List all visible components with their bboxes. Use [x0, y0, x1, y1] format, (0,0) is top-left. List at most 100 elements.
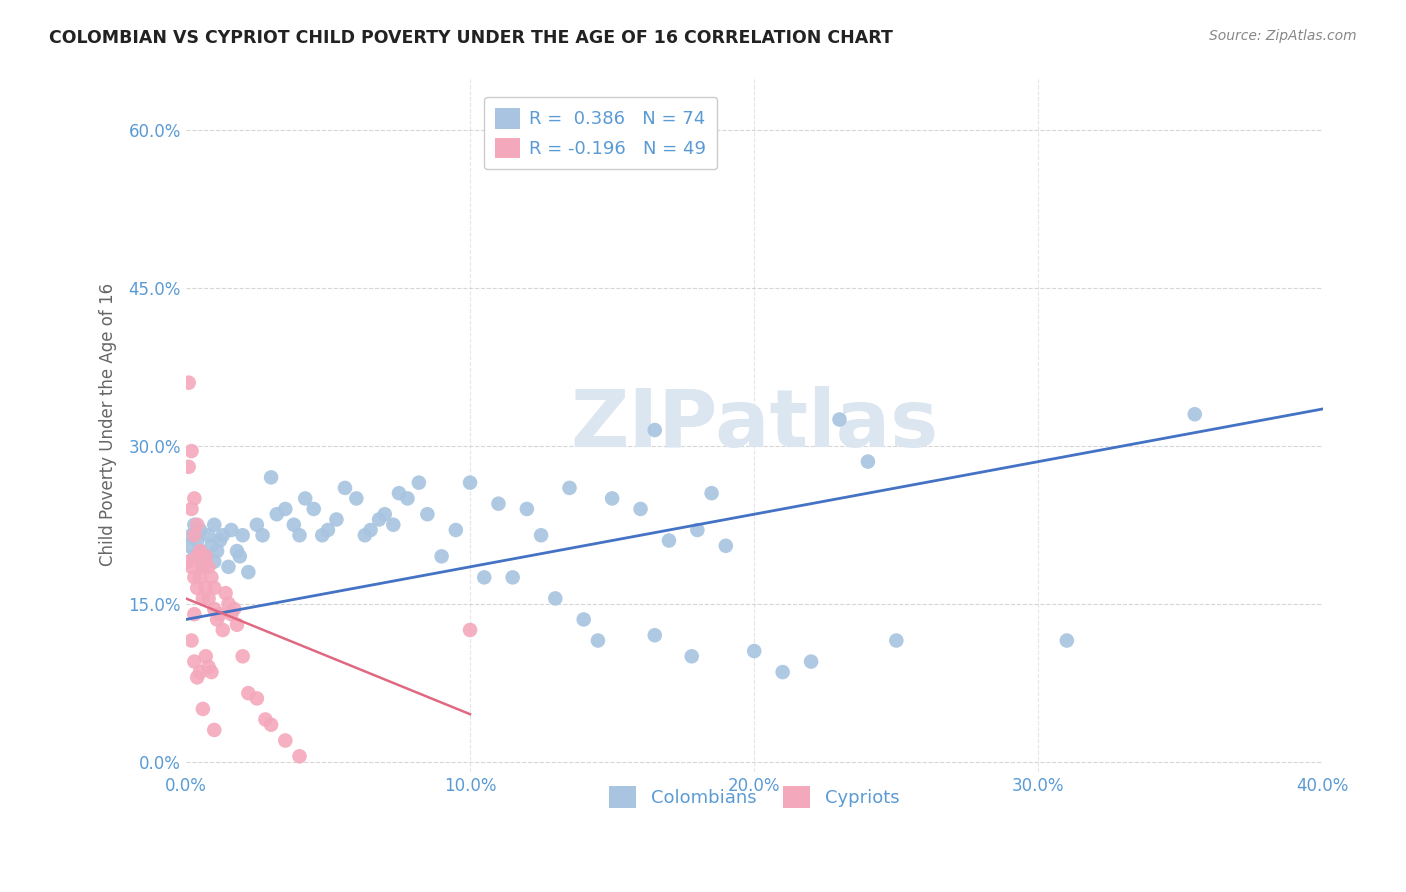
Point — [502, 570, 524, 584]
Point — [194, 549, 217, 564]
Point — [226, 617, 249, 632]
Point — [183, 491, 205, 506]
Point — [183, 517, 205, 532]
Point — [226, 544, 249, 558]
Point — [186, 670, 208, 684]
Point — [260, 470, 283, 484]
Point — [183, 528, 205, 542]
Point — [183, 607, 205, 622]
Point — [288, 528, 311, 542]
Point — [458, 475, 481, 490]
Point — [444, 523, 467, 537]
Point — [828, 412, 851, 426]
Point — [396, 491, 419, 506]
Point — [177, 555, 200, 569]
Point — [202, 555, 225, 569]
Point — [544, 591, 567, 606]
Point — [232, 528, 254, 542]
Point — [205, 612, 228, 626]
Point — [714, 539, 737, 553]
Point — [886, 633, 908, 648]
Point — [516, 502, 538, 516]
Point — [294, 491, 316, 506]
Point — [194, 581, 217, 595]
Point — [572, 612, 595, 626]
Point — [224, 602, 246, 616]
Point — [630, 502, 652, 516]
Point — [408, 475, 430, 490]
Point — [388, 486, 411, 500]
Point — [200, 570, 222, 584]
Point — [430, 549, 453, 564]
Point — [232, 649, 254, 664]
Text: Source: ZipAtlas.com: Source: ZipAtlas.com — [1209, 29, 1357, 43]
Point — [183, 655, 205, 669]
Point — [283, 517, 305, 532]
Point — [211, 623, 233, 637]
Point — [586, 633, 609, 648]
Point — [1184, 407, 1206, 421]
Point — [180, 502, 202, 516]
Point — [311, 528, 333, 542]
Point — [191, 559, 214, 574]
Point — [246, 691, 269, 706]
Point — [772, 665, 794, 679]
Point — [221, 607, 243, 622]
Point — [558, 481, 581, 495]
Point — [202, 517, 225, 532]
Y-axis label: Child Poverty Under the Age of 16: Child Poverty Under the Age of 16 — [100, 283, 117, 566]
Point — [260, 717, 283, 731]
Point — [188, 665, 211, 679]
Point — [177, 376, 200, 390]
Point — [302, 502, 325, 516]
Point — [658, 533, 681, 548]
Point — [197, 591, 219, 606]
Point — [186, 517, 208, 532]
Text: ZIPatlas: ZIPatlas — [569, 385, 938, 464]
Point — [188, 570, 211, 584]
Point — [191, 591, 214, 606]
Point — [288, 749, 311, 764]
Point — [344, 491, 367, 506]
Point — [186, 533, 208, 548]
Point — [194, 649, 217, 664]
Point — [188, 544, 211, 558]
Point — [246, 517, 269, 532]
Point — [600, 491, 623, 506]
Point — [183, 549, 205, 564]
Point — [274, 502, 297, 516]
Point — [205, 544, 228, 558]
Point — [177, 459, 200, 474]
Point — [700, 486, 723, 500]
Point — [191, 702, 214, 716]
Point — [681, 649, 703, 664]
Point — [188, 523, 211, 537]
Point — [197, 528, 219, 542]
Point — [191, 559, 214, 574]
Point — [354, 528, 377, 542]
Point — [686, 523, 709, 537]
Point — [530, 528, 553, 542]
Point — [360, 523, 382, 537]
Point — [374, 507, 396, 521]
Point — [488, 497, 510, 511]
Point — [382, 517, 405, 532]
Point — [183, 570, 205, 584]
Point — [238, 565, 260, 579]
Point — [200, 539, 222, 553]
Point — [208, 607, 231, 622]
Point — [458, 623, 481, 637]
Point — [180, 633, 202, 648]
Point — [325, 512, 347, 526]
Point — [1056, 633, 1078, 648]
Point — [214, 586, 236, 600]
Point — [194, 549, 217, 564]
Point — [200, 665, 222, 679]
Point — [266, 507, 288, 521]
Point — [316, 523, 339, 537]
Point — [742, 644, 765, 658]
Point — [238, 686, 260, 700]
Point — [202, 602, 225, 616]
Point — [188, 544, 211, 558]
Text: COLOMBIAN VS CYPRIOT CHILD POVERTY UNDER THE AGE OF 16 CORRELATION CHART: COLOMBIAN VS CYPRIOT CHILD POVERTY UNDER… — [49, 29, 893, 46]
